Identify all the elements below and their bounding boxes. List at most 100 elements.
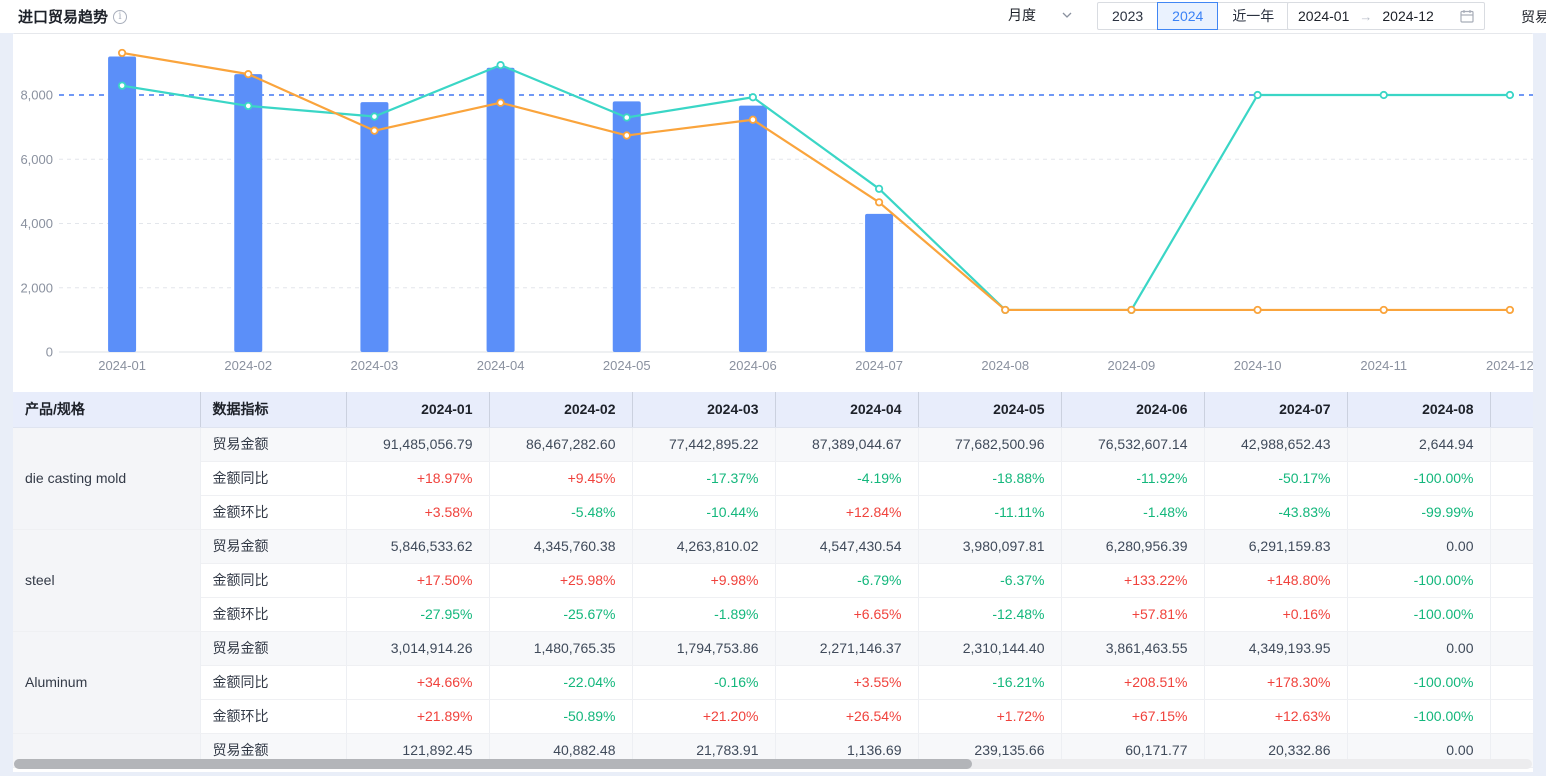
teal-line-point[interactable] — [1253, 90, 1262, 100]
value-cell: -50.89% — [489, 699, 633, 734]
table-row[interactable]: 金额同比 +34.66% -22.04% -0.16% +3.55% -16.21% +20… — [13, 665, 1533, 700]
table-row[interactable]: steel 贸易金额 5,846,533.62 4,345,760.38 4,263,8… — [13, 529, 1533, 632]
value-cell: +12.63% — [1204, 699, 1348, 734]
year-button-group: 2023 2024 近一年 — [1097, 2, 1290, 30]
teal-line-point[interactable] — [117, 81, 127, 90]
empty-cell — [1490, 529, 1533, 564]
teal-line-point[interactable] — [1505, 90, 1515, 100]
trade-amount-bar[interactable] — [738, 105, 767, 352]
orange-line-point[interactable] — [874, 198, 884, 207]
value-cell: 3,861,463.55 — [1061, 631, 1205, 666]
table-row[interactable]: Aluminum 贸易金额 3,014,914.26 1,480,765.35 1,79… — [13, 631, 1533, 734]
horizontal-scrollbar-thumb[interactable] — [14, 759, 972, 769]
value-cell: +67.15% — [1061, 699, 1205, 734]
orange-line-point[interactable] — [748, 115, 758, 124]
header-divider — [14, 33, 1532, 34]
y-axis-tick-label: 4,000 — [20, 216, 53, 231]
trade-amount-bar[interactable] — [234, 74, 263, 353]
calendar-icon — [1460, 10, 1474, 23]
horizontal-scrollbar[interactable] — [14, 759, 1532, 769]
value-cell: +133.22% — [1061, 563, 1205, 598]
value-cell: +9.98% — [632, 563, 776, 598]
orange-line-point[interactable] — [244, 70, 253, 79]
y-axis-tick-label: 0 — [46, 345, 53, 360]
value-cell: +21.20% — [632, 699, 776, 734]
metric-label-cell: 金额环比 — [200, 597, 347, 632]
value-cell: -1.48% — [1061, 495, 1205, 530]
value-cell: -100.00% — [1347, 461, 1491, 496]
orange-line-point[interactable] — [117, 48, 127, 58]
value-cell: -100.00% — [1347, 597, 1491, 632]
value-cell: 77,442,895.22 — [632, 427, 776, 462]
trade-amount-bar[interactable] — [486, 67, 515, 352]
value-cell: -50.17% — [1204, 461, 1348, 496]
trade-amount-bar[interactable] — [612, 101, 641, 352]
trade-amount-bar[interactable] — [865, 213, 894, 352]
empty-cell — [1490, 597, 1533, 632]
orange-line-point[interactable] — [1253, 305, 1262, 315]
metric-label-cell: 贸易金额 — [200, 529, 347, 564]
orange-line-point[interactable] — [1505, 305, 1515, 315]
product-name-cell: die casting mold — [13, 427, 201, 530]
table-row[interactable]: die casting mold 贸易金额 91,485,056.79 86,467,… — [13, 427, 1533, 530]
table-row[interactable]: 金额环比 +21.89% -50.89% +21.20% +26.54% +1.72% +6… — [13, 699, 1533, 734]
teal-line[interactable] — [120, 64, 1512, 312]
y-axis-tick-label: 6,000 — [20, 152, 53, 167]
year-2024-button[interactable]: 2024 — [1157, 2, 1219, 30]
orange-line[interactable] — [120, 51, 1512, 312]
value-cell: -4.19% — [775, 461, 919, 496]
teal-line-point[interactable] — [244, 101, 253, 111]
year-2023-button[interactable]: 2023 — [1097, 2, 1159, 30]
orange-line-point[interactable] — [1127, 305, 1136, 315]
teal-line-point[interactable] — [874, 184, 884, 193]
orange-line-point[interactable] — [1001, 305, 1010, 315]
value-cell: +0.16% — [1204, 597, 1348, 632]
empty-cell — [1490, 699, 1533, 734]
value-cell: -11.92% — [1061, 461, 1205, 496]
table-row[interactable]: 金额同比 +17.50% +25.98% +9.98% -6.79% -6.37% +133… — [13, 563, 1533, 598]
value-cell: 6,291,159.83 — [1204, 529, 1348, 564]
y-axis-tick-label: 8,000 — [20, 88, 53, 103]
value-cell: 77,682,500.96 — [918, 427, 1062, 462]
metric-label-cell: 金额同比 — [200, 563, 347, 598]
metric-label-cell: 贸易金额 — [200, 427, 347, 462]
orange-line-point[interactable] — [370, 126, 379, 135]
teal-line-point[interactable] — [496, 61, 505, 70]
x-axis-tick-label: 2024-07 — [855, 358, 903, 373]
value-cell: +57.81% — [1061, 597, 1205, 632]
value-cell: 1,794,753.86 — [632, 631, 776, 666]
column-header-month: 2024-07 — [1204, 392, 1348, 428]
value-cell: +12.84% — [775, 495, 919, 530]
table-row[interactable]: 金额同比 +18.97% +9.45% -17.37% -4.19% -18.88% -11… — [13, 461, 1533, 496]
data-table-wrap: 产品/规格 数据指标 2024-01 2024-02 2024-03 2024-04 202… — [13, 392, 1533, 768]
x-axis-tick-label: 2024-12 — [1486, 358, 1533, 373]
recent-year-button[interactable]: 近一年 — [1217, 2, 1290, 30]
teal-line-point[interactable] — [1379, 90, 1388, 100]
trade-amount-bar[interactable] — [360, 102, 389, 352]
table-row[interactable]: 金额环比 +3.58% -5.48% -10.44% +12.84% -11.11% -1.… — [13, 495, 1533, 530]
teal-line-point[interactable] — [622, 113, 631, 122]
table-row[interactable]: 金额环比 -27.95% -25.67% -1.89% +6.65% -12.48% +57… — [13, 597, 1533, 632]
teal-line-point[interactable] — [370, 112, 379, 121]
x-axis-tick-label: 2024-09 — [1108, 358, 1156, 373]
value-cell: 4,349,193.95 — [1204, 631, 1348, 666]
trend-chart: 0 2,000 4,000 6,000 8,000 2024-01 2024-02 2024-… — [20, 48, 1533, 373]
value-cell: +178.30% — [1204, 665, 1348, 700]
date-range-picker[interactable]: 2024-01 → 2024-12 — [1287, 2, 1485, 30]
column-header-month: 2024-08 — [1347, 392, 1491, 428]
clipped-right-control-label[interactable]: 贸易 — [1521, 9, 1546, 25]
orange-line-point[interactable] — [622, 131, 631, 140]
empty-cell — [1490, 563, 1533, 598]
metric-label-cell: 金额同比 — [200, 665, 347, 700]
x-axis-tick-label: 2024-10 — [1234, 358, 1282, 373]
trade-amount-bar[interactable] — [108, 56, 137, 352]
info-icon[interactable]: i — [113, 9, 128, 24]
value-cell: -0.16% — [632, 665, 776, 700]
orange-line-point[interactable] — [496, 98, 505, 107]
value-cell: -6.37% — [918, 563, 1062, 598]
product-name-cell: Aluminum — [13, 631, 201, 734]
value-cell: 6,280,956.39 — [1061, 529, 1205, 564]
teal-line-point[interactable] — [748, 93, 758, 102]
frequency-select[interactable]: 月度 — [1008, 5, 1072, 25]
orange-line-point[interactable] — [1379, 305, 1388, 315]
